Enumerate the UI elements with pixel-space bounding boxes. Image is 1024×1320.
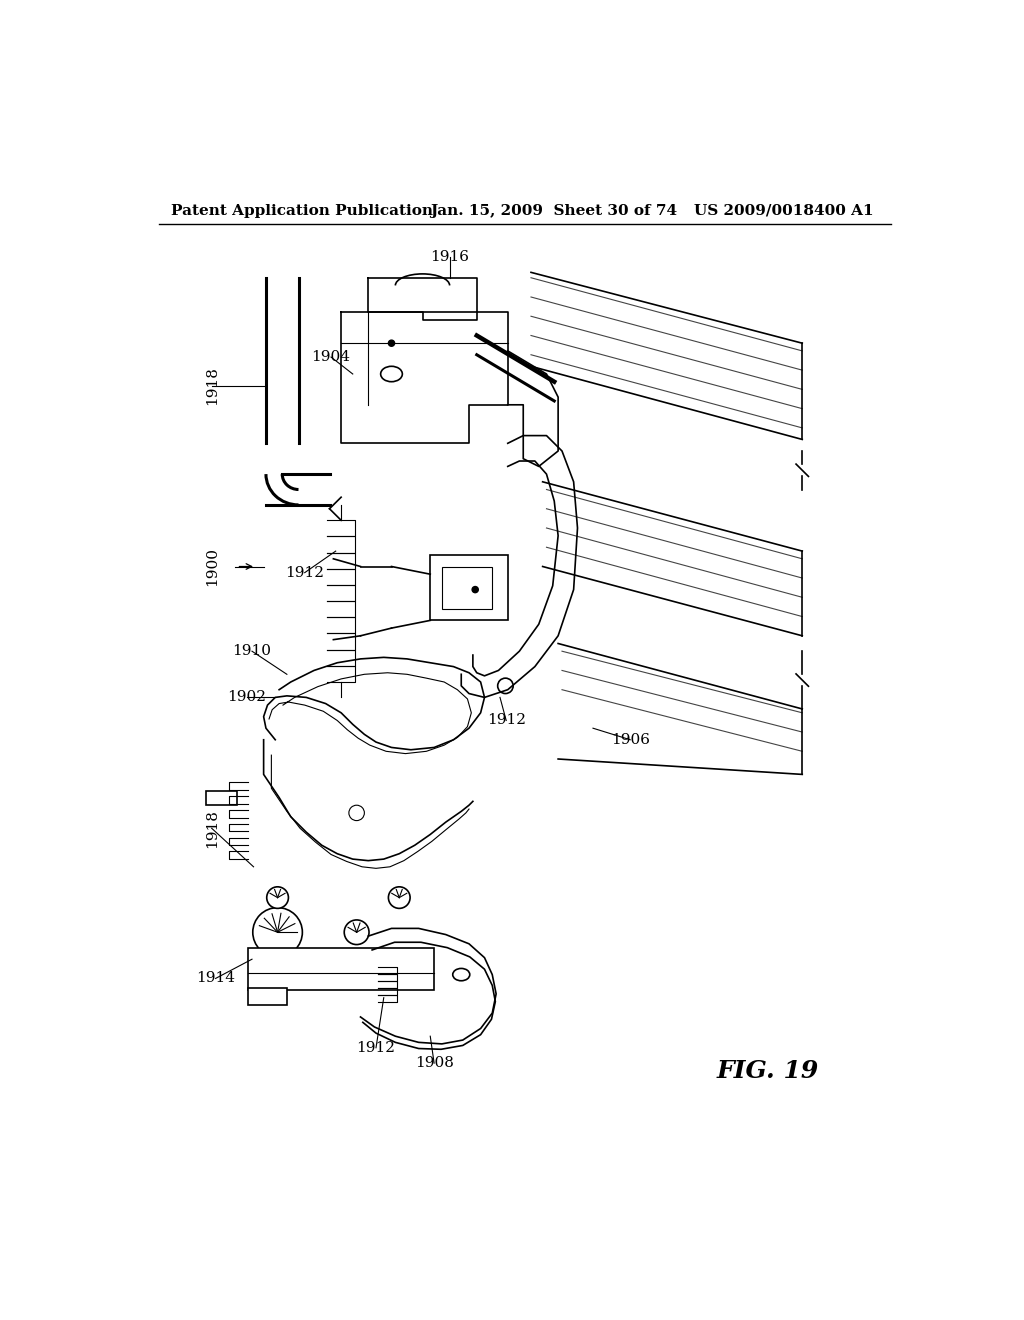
Text: Jan. 15, 2009  Sheet 30 of 74: Jan. 15, 2009 Sheet 30 of 74: [430, 203, 677, 218]
Circle shape: [388, 887, 410, 908]
Text: 1914: 1914: [196, 972, 236, 986]
Text: 1908: 1908: [415, 1056, 454, 1071]
Bar: [248, 989, 287, 1006]
Text: 1912: 1912: [286, 566, 325, 579]
Circle shape: [349, 805, 365, 821]
Text: 1918: 1918: [205, 366, 219, 405]
Ellipse shape: [381, 366, 402, 381]
Circle shape: [498, 678, 513, 693]
Text: US 2009/0018400 A1: US 2009/0018400 A1: [693, 203, 873, 218]
Text: 1912: 1912: [486, 714, 525, 727]
Text: Patent Application Publication: Patent Application Publication: [171, 203, 432, 218]
Circle shape: [388, 341, 394, 346]
Circle shape: [253, 908, 302, 957]
Circle shape: [266, 887, 289, 908]
Text: FIG. 19: FIG. 19: [717, 1059, 819, 1082]
Bar: [248, 948, 434, 990]
Text: 1918: 1918: [205, 809, 219, 847]
Bar: [206, 792, 237, 805]
Text: 1904: 1904: [311, 350, 350, 364]
Bar: [442, 566, 493, 609]
Ellipse shape: [453, 969, 470, 981]
Circle shape: [344, 920, 369, 945]
Bar: [430, 554, 508, 620]
Circle shape: [472, 586, 478, 593]
Text: 1906: 1906: [610, 733, 649, 747]
Text: 1912: 1912: [356, 1040, 395, 1055]
Text: 1910: 1910: [232, 644, 271, 659]
Text: 1900: 1900: [205, 546, 219, 586]
Text: 1916: 1916: [430, 249, 469, 264]
Text: 1902: 1902: [227, 690, 266, 705]
